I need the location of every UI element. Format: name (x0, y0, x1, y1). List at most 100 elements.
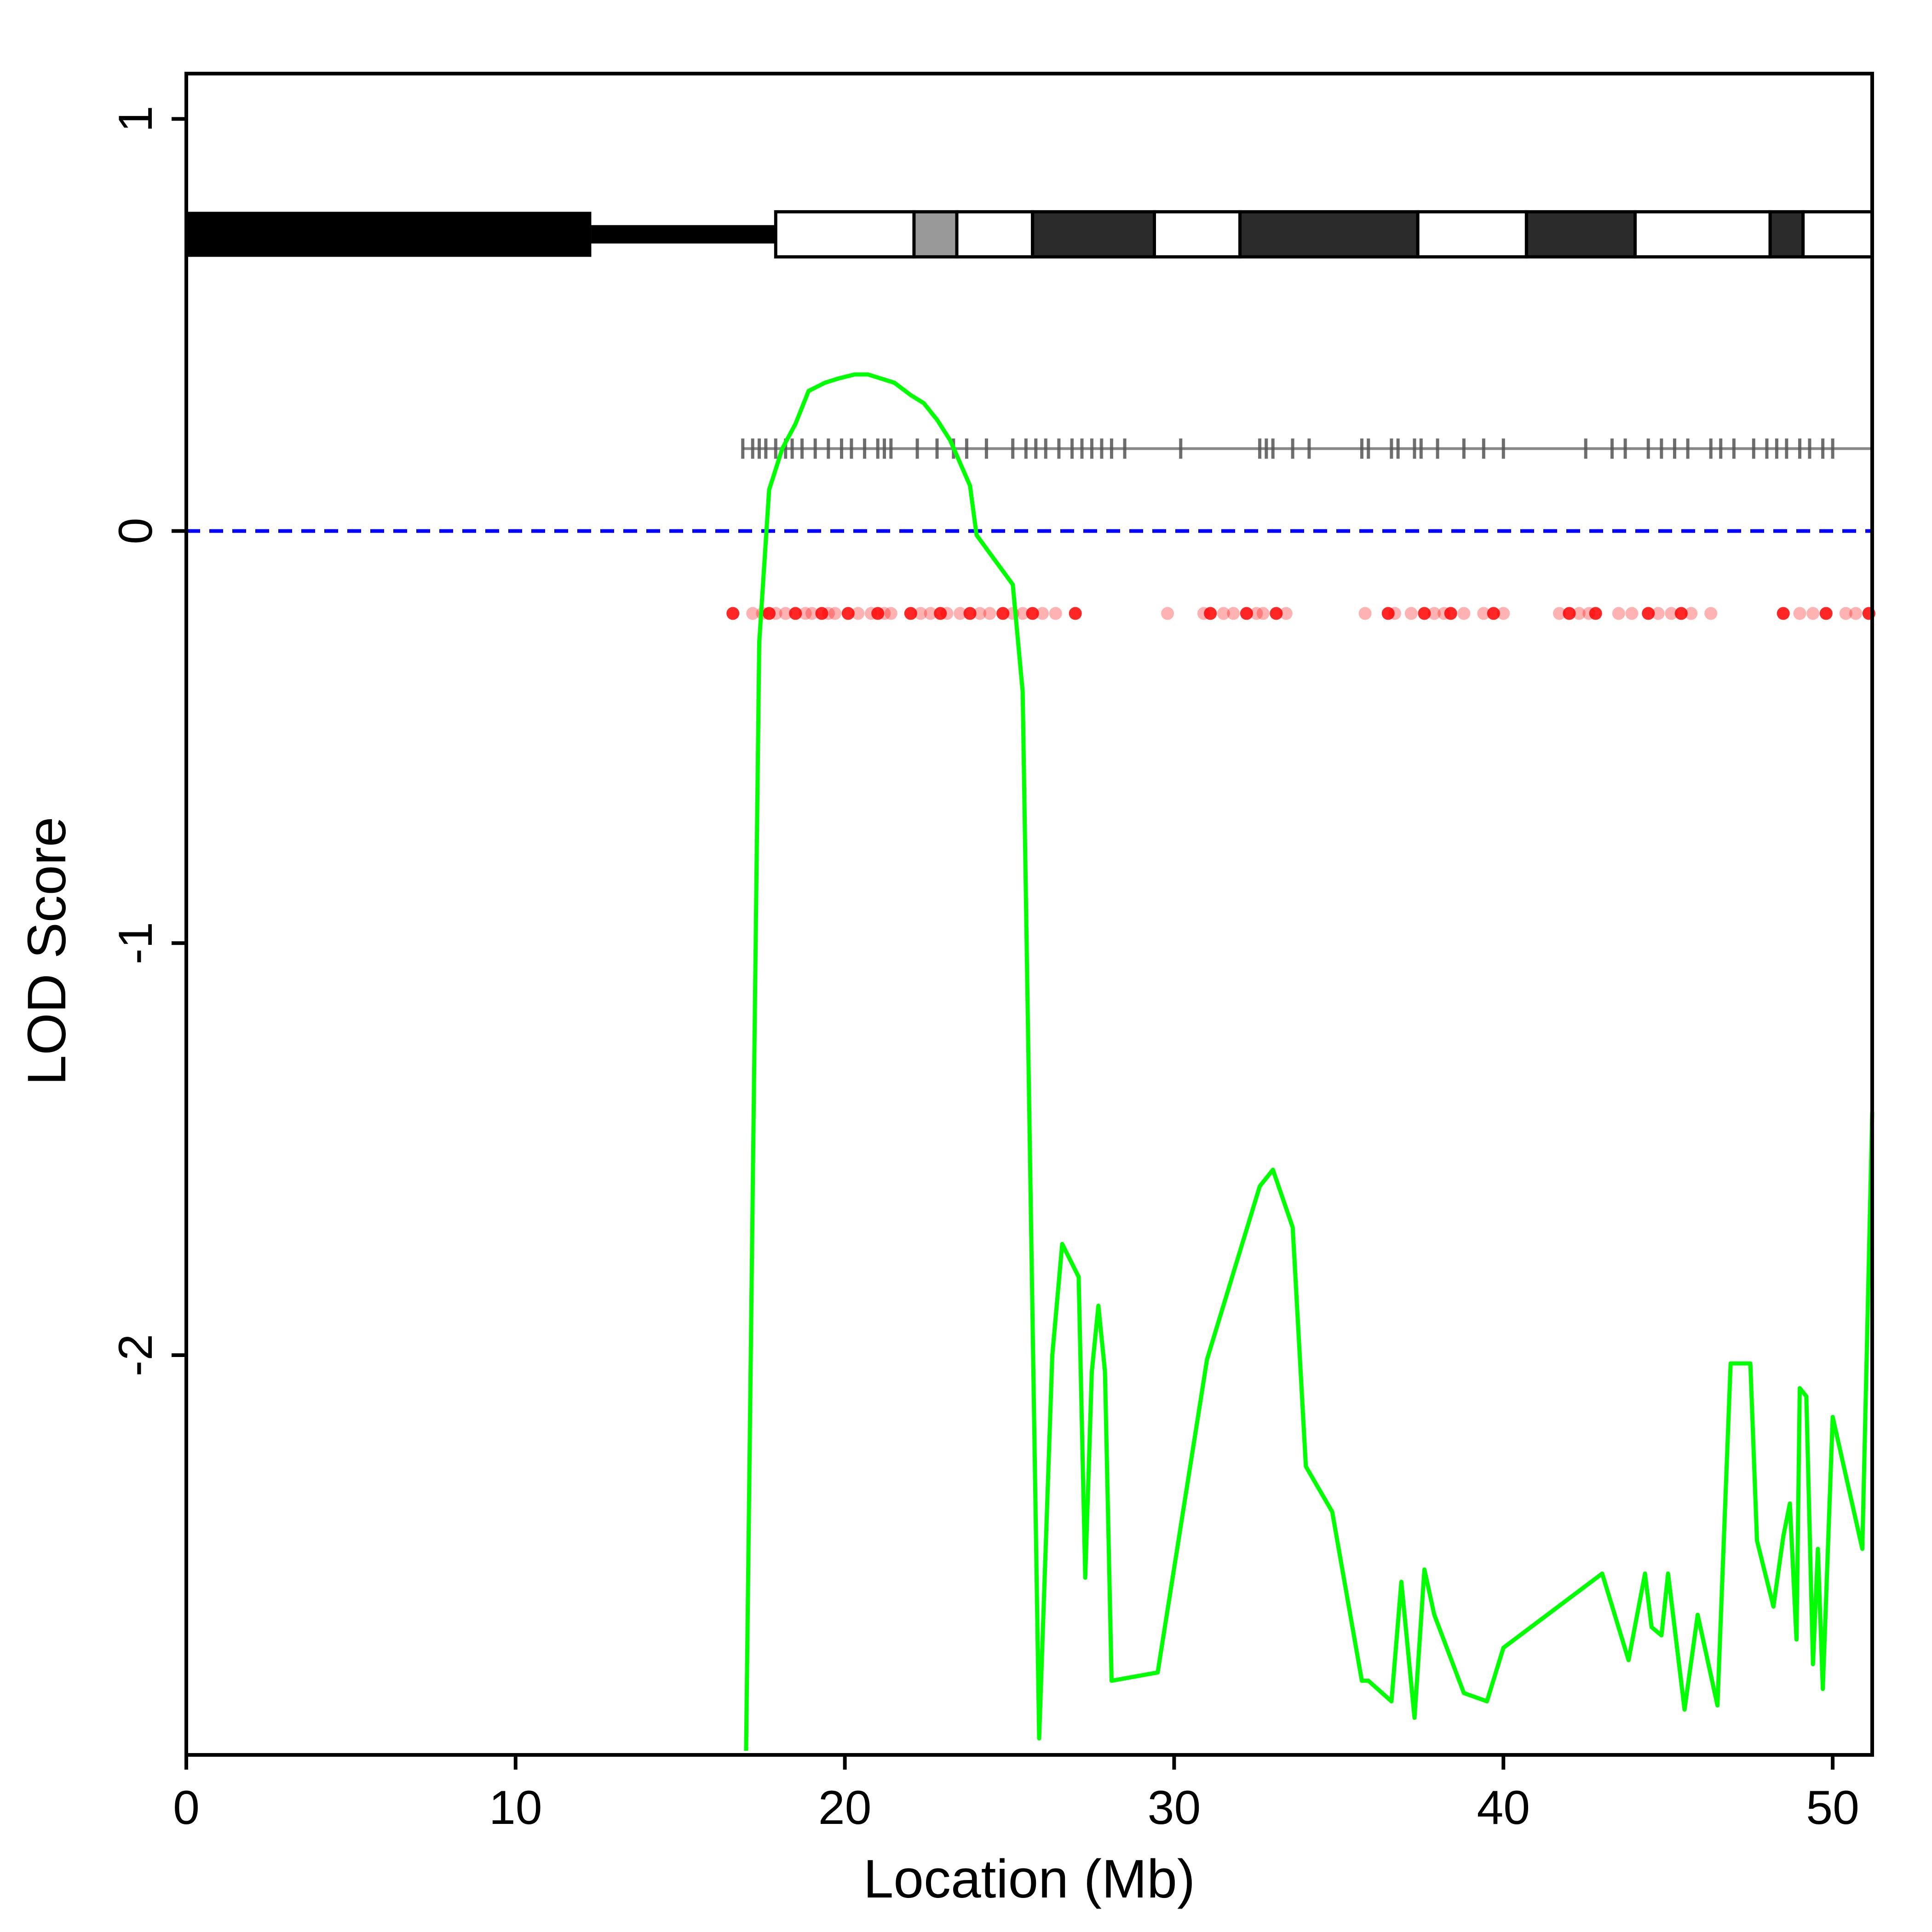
y-tick-label-2: -1 (109, 922, 162, 964)
snp-point-38 (1227, 607, 1240, 620)
snp-point-51 (1444, 607, 1457, 620)
y-tick-label-1: 0 (109, 518, 162, 544)
snp-point-4 (769, 607, 782, 620)
snp-point-71 (1806, 607, 1820, 620)
snp-point-32 (1049, 607, 1062, 620)
snp-point-11 (828, 607, 842, 620)
snp-point-63 (1642, 607, 1655, 620)
snp-point-69 (1777, 607, 1790, 620)
snp-point-68 (1704, 607, 1718, 620)
snp-point-34 (1161, 607, 1174, 620)
x-axis: 0 10 20 30 40 50 (173, 1755, 1859, 1834)
snp-point-43 (1279, 607, 1293, 620)
snp-point-19 (914, 607, 927, 620)
snp-point-31 (1036, 607, 1049, 620)
snp-point-1 (746, 607, 759, 620)
snp-point-6 (789, 607, 802, 620)
snp-point-48 (1418, 607, 1431, 620)
cytoband-band-2 (955, 210, 1035, 259)
snp-positions (726, 607, 1875, 620)
x-tick-label-3: 30 (1148, 1781, 1201, 1834)
snp-point-67 (1685, 607, 1698, 620)
snp-point-26 (983, 607, 996, 620)
marker-positions (741, 438, 1874, 459)
snp-point-23 (954, 607, 967, 620)
snp-point-72 (1819, 607, 1833, 620)
snp-point-40 (1250, 607, 1263, 620)
snp-point-13 (851, 607, 865, 620)
snp-point-46 (1388, 607, 1402, 620)
cytoband-band-5 (1238, 210, 1420, 259)
snp-point-0 (726, 607, 740, 620)
cytoband-band-3 (1031, 210, 1156, 259)
snp-point-33 (1069, 607, 1082, 620)
snp-point-36 (1204, 607, 1217, 620)
snp-point-54 (1487, 607, 1500, 620)
snp-point-25 (973, 607, 987, 620)
x-tick-label-5: 50 (1806, 1781, 1859, 1834)
snp-point-16 (878, 607, 891, 620)
snp-point-8 (805, 607, 819, 620)
cytoband-centromere (186, 212, 592, 257)
snp-point-47 (1404, 607, 1418, 620)
snp-point-53 (1477, 607, 1490, 620)
snp-point-41 (1256, 607, 1270, 620)
snp-point-52 (1457, 607, 1471, 620)
snp-point-21 (934, 607, 947, 620)
cytoband-stalk (591, 225, 776, 244)
y-tick-label-3: -2 (109, 1334, 162, 1376)
snp-point-18 (904, 607, 917, 620)
cytoband-ideogram (186, 210, 1874, 259)
snp-point-39 (1240, 607, 1253, 620)
snp-point-30 (1026, 607, 1039, 620)
snp-point-29 (1016, 607, 1029, 620)
snp-point-61 (1612, 607, 1625, 620)
lod-series-line-0 (744, 372, 1874, 1751)
cytoband-band-1 (912, 210, 959, 259)
snp-point-45 (1381, 607, 1395, 620)
snp-point-3 (763, 607, 776, 620)
x-tick-label-0: 0 (173, 1781, 200, 1834)
snp-point-24 (963, 607, 977, 620)
snp-point-57 (1563, 607, 1576, 620)
x-axis-title: Location (Mb) (863, 1849, 1195, 1909)
x-tick-label-1: 10 (489, 1781, 542, 1834)
snp-point-73 (1839, 607, 1852, 620)
snp-point-17 (884, 607, 897, 620)
snp-point-22 (940, 607, 954, 620)
snp-point-12 (841, 607, 855, 620)
snp-point-5 (779, 607, 792, 620)
snp-point-27 (996, 607, 1010, 620)
snp-point-55 (1497, 607, 1510, 620)
snp-point-65 (1665, 607, 1678, 620)
cytoband-band-8 (1633, 210, 1772, 259)
cytoband-band-4 (1153, 210, 1242, 259)
snp-point-15 (871, 607, 885, 620)
snp-point-74 (1849, 607, 1863, 620)
snp-point-42 (1270, 607, 1283, 620)
snp-point-9 (815, 607, 828, 620)
snp-point-60 (1589, 607, 1602, 620)
snp-point-7 (799, 607, 812, 620)
snp-point-56 (1552, 607, 1566, 620)
y-tick-label-0: 1 (109, 106, 162, 132)
lod-curve (744, 372, 1874, 1751)
y-axis: 1 0 -1 -2 (109, 106, 186, 1376)
x-tick-label-4: 40 (1477, 1781, 1530, 1834)
plot-frame (184, 72, 1874, 1757)
snp-point-49 (1427, 607, 1441, 620)
snp-point-20 (924, 607, 937, 620)
cytoband-band-9 (1768, 210, 1805, 259)
y-axis-title: LOD Score (17, 817, 77, 1086)
snp-point-10 (822, 607, 835, 620)
snp-point-64 (1651, 607, 1665, 620)
x-tick-label-2: 20 (818, 1781, 872, 1834)
snp-point-44 (1358, 607, 1372, 620)
cytoband-band-0 (774, 210, 916, 259)
snp-point-58 (1572, 607, 1586, 620)
snp-point-70 (1793, 607, 1806, 620)
snp-point-66 (1674, 607, 1688, 620)
cytoband-band-7 (1524, 210, 1637, 259)
cytoband-band-10 (1801, 210, 1874, 259)
